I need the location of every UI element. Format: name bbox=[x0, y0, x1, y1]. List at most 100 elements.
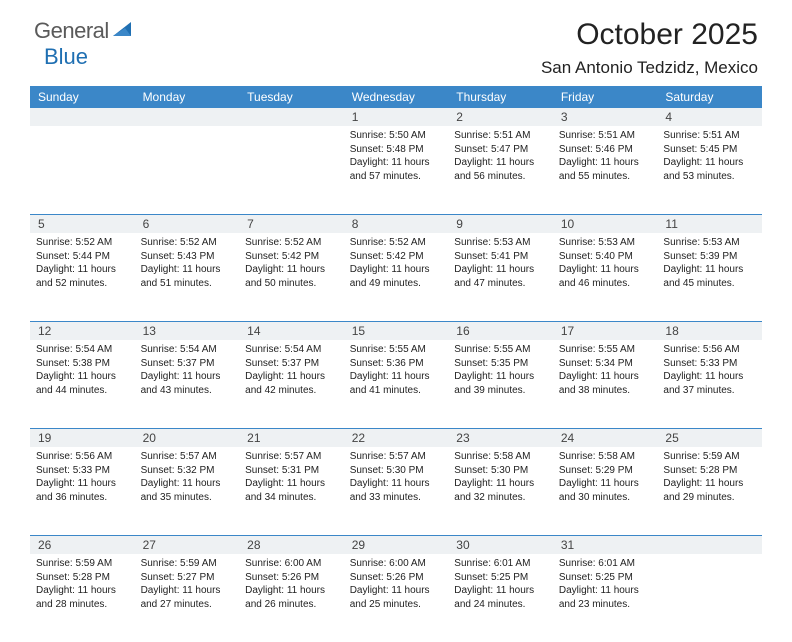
day-cell: Sunrise: 5:54 AMSunset: 5:37 PMDaylight:… bbox=[135, 340, 240, 428]
location-label: San Antonio Tedzidz, Mexico bbox=[541, 58, 758, 78]
day-cell: Sunrise: 5:51 AMSunset: 5:46 PMDaylight:… bbox=[553, 126, 658, 214]
day-header: Sunday bbox=[30, 86, 135, 108]
day-number: 16 bbox=[448, 322, 553, 340]
logo-triangle-icon bbox=[111, 19, 133, 44]
day-number: 8 bbox=[344, 215, 449, 233]
day-detail: Sunrise: 5:59 AMSunset: 5:27 PMDaylight:… bbox=[141, 557, 234, 611]
day-header: Thursday bbox=[448, 86, 553, 108]
day-detail: Sunrise: 5:53 AMSunset: 5:41 PMDaylight:… bbox=[454, 236, 547, 290]
day-number: 18 bbox=[657, 322, 762, 340]
day-detail: Sunrise: 5:59 AMSunset: 5:28 PMDaylight:… bbox=[36, 557, 129, 611]
header: General October 2025 San Antonio Tedzidz… bbox=[0, 0, 792, 86]
day-number: 7 bbox=[239, 215, 344, 233]
weeks-container: 1234 Sunrise: 5:50 AMSunset: 5:48 PMDayli… bbox=[30, 108, 762, 642]
calendar: SundayMondayTuesdayWednesdayThursdayFrid… bbox=[0, 86, 792, 642]
day-detail: Sunrise: 5:52 AMSunset: 5:42 PMDaylight:… bbox=[350, 236, 443, 290]
day-cell: Sunrise: 5:53 AMSunset: 5:40 PMDaylight:… bbox=[553, 233, 658, 321]
day-number: 2 bbox=[448, 108, 553, 126]
day-number: 20 bbox=[135, 429, 240, 447]
month-title: October 2025 bbox=[541, 18, 758, 52]
day-cell: Sunrise: 5:53 AMSunset: 5:41 PMDaylight:… bbox=[448, 233, 553, 321]
day-detail: Sunrise: 5:52 AMSunset: 5:42 PMDaylight:… bbox=[245, 236, 338, 290]
day-number: 13 bbox=[135, 322, 240, 340]
day-number: 24 bbox=[553, 429, 658, 447]
brand-word1: General bbox=[34, 18, 109, 44]
day-cell: Sunrise: 5:56 AMSunset: 5:33 PMDaylight:… bbox=[30, 447, 135, 535]
brand-word2: Blue bbox=[44, 44, 88, 70]
day-detail: Sunrise: 6:00 AMSunset: 5:26 PMDaylight:… bbox=[245, 557, 338, 611]
day-detail: Sunrise: 5:51 AMSunset: 5:45 PMDaylight:… bbox=[663, 129, 756, 183]
day-cell: Sunrise: 5:58 AMSunset: 5:29 PMDaylight:… bbox=[553, 447, 658, 535]
day-cell bbox=[30, 126, 135, 214]
day-number: 23 bbox=[448, 429, 553, 447]
day-cell bbox=[657, 554, 762, 642]
day-detail: Sunrise: 5:57 AMSunset: 5:30 PMDaylight:… bbox=[350, 450, 443, 504]
week-row: Sunrise: 5:52 AMSunset: 5:44 PMDaylight:… bbox=[30, 233, 762, 322]
day-number: 6 bbox=[135, 215, 240, 233]
day-header: Saturday bbox=[657, 86, 762, 108]
day-number: 22 bbox=[344, 429, 449, 447]
day-number: 14 bbox=[239, 322, 344, 340]
day-cell: Sunrise: 5:51 AMSunset: 5:47 PMDaylight:… bbox=[448, 126, 553, 214]
day-number: 29 bbox=[344, 536, 449, 554]
day-detail: Sunrise: 5:53 AMSunset: 5:40 PMDaylight:… bbox=[559, 236, 652, 290]
day-detail: Sunrise: 5:52 AMSunset: 5:43 PMDaylight:… bbox=[141, 236, 234, 290]
day-cell bbox=[135, 126, 240, 214]
day-detail: Sunrise: 5:56 AMSunset: 5:33 PMDaylight:… bbox=[36, 450, 129, 504]
week-row: Sunrise: 5:56 AMSunset: 5:33 PMDaylight:… bbox=[30, 447, 762, 536]
day-header: Wednesday bbox=[344, 86, 449, 108]
daynum-row: 1234 bbox=[30, 108, 762, 126]
day-cell: Sunrise: 6:01 AMSunset: 5:25 PMDaylight:… bbox=[553, 554, 658, 642]
day-cell: Sunrise: 5:59 AMSunset: 5:28 PMDaylight:… bbox=[657, 447, 762, 535]
day-cell: Sunrise: 5:55 AMSunset: 5:34 PMDaylight:… bbox=[553, 340, 658, 428]
day-cell: Sunrise: 5:55 AMSunset: 5:35 PMDaylight:… bbox=[448, 340, 553, 428]
day-detail: Sunrise: 6:01 AMSunset: 5:25 PMDaylight:… bbox=[559, 557, 652, 611]
week-row: Sunrise: 5:54 AMSunset: 5:38 PMDaylight:… bbox=[30, 340, 762, 429]
day-detail: Sunrise: 6:00 AMSunset: 5:26 PMDaylight:… bbox=[350, 557, 443, 611]
daynum-row: 19202122232425 bbox=[30, 429, 762, 447]
day-number: 26 bbox=[30, 536, 135, 554]
day-cell: Sunrise: 5:57 AMSunset: 5:30 PMDaylight:… bbox=[344, 447, 449, 535]
day-detail: Sunrise: 5:55 AMSunset: 5:34 PMDaylight:… bbox=[559, 343, 652, 397]
day-number: 9 bbox=[448, 215, 553, 233]
day-detail: Sunrise: 5:57 AMSunset: 5:32 PMDaylight:… bbox=[141, 450, 234, 504]
daynum-row: 12131415161718 bbox=[30, 322, 762, 340]
day-detail: Sunrise: 5:50 AMSunset: 5:48 PMDaylight:… bbox=[350, 129, 443, 183]
day-header: Friday bbox=[553, 86, 658, 108]
day-detail: Sunrise: 5:56 AMSunset: 5:33 PMDaylight:… bbox=[663, 343, 756, 397]
day-cell: Sunrise: 5:55 AMSunset: 5:36 PMDaylight:… bbox=[344, 340, 449, 428]
day-cell: Sunrise: 5:58 AMSunset: 5:30 PMDaylight:… bbox=[448, 447, 553, 535]
day-detail: Sunrise: 5:55 AMSunset: 5:36 PMDaylight:… bbox=[350, 343, 443, 397]
day-detail: Sunrise: 5:59 AMSunset: 5:28 PMDaylight:… bbox=[663, 450, 756, 504]
day-detail: Sunrise: 5:52 AMSunset: 5:44 PMDaylight:… bbox=[36, 236, 129, 290]
day-detail: Sunrise: 5:58 AMSunset: 5:29 PMDaylight:… bbox=[559, 450, 652, 504]
day-cell: Sunrise: 5:50 AMSunset: 5:48 PMDaylight:… bbox=[344, 126, 449, 214]
day-cell: Sunrise: 5:52 AMSunset: 5:43 PMDaylight:… bbox=[135, 233, 240, 321]
day-detail: Sunrise: 5:57 AMSunset: 5:31 PMDaylight:… bbox=[245, 450, 338, 504]
day-number: 1 bbox=[344, 108, 449, 126]
day-header: Tuesday bbox=[239, 86, 344, 108]
day-cell: Sunrise: 5:57 AMSunset: 5:31 PMDaylight:… bbox=[239, 447, 344, 535]
daynum-row: 567891011 bbox=[30, 215, 762, 233]
day-number: 3 bbox=[553, 108, 658, 126]
day-number: 27 bbox=[135, 536, 240, 554]
day-number: 12 bbox=[30, 322, 135, 340]
day-headers-row: SundayMondayTuesdayWednesdayThursdayFrid… bbox=[30, 86, 762, 108]
day-cell: Sunrise: 5:59 AMSunset: 5:28 PMDaylight:… bbox=[30, 554, 135, 642]
day-number: 19 bbox=[30, 429, 135, 447]
day-cell: Sunrise: 5:52 AMSunset: 5:44 PMDaylight:… bbox=[30, 233, 135, 321]
day-number: 15 bbox=[344, 322, 449, 340]
day-number: 11 bbox=[657, 215, 762, 233]
day-number: 17 bbox=[553, 322, 658, 340]
day-detail: Sunrise: 5:51 AMSunset: 5:46 PMDaylight:… bbox=[559, 129, 652, 183]
day-cell: Sunrise: 5:59 AMSunset: 5:27 PMDaylight:… bbox=[135, 554, 240, 642]
day-cell: Sunrise: 5:53 AMSunset: 5:39 PMDaylight:… bbox=[657, 233, 762, 321]
daynum-row: 262728293031 bbox=[30, 536, 762, 554]
day-detail: Sunrise: 5:51 AMSunset: 5:47 PMDaylight:… bbox=[454, 129, 547, 183]
day-number: 25 bbox=[657, 429, 762, 447]
day-header: Monday bbox=[135, 86, 240, 108]
day-detail: Sunrise: 5:54 AMSunset: 5:37 PMDaylight:… bbox=[245, 343, 338, 397]
day-number bbox=[135, 108, 240, 126]
week-row: Sunrise: 5:50 AMSunset: 5:48 PMDaylight:… bbox=[30, 126, 762, 215]
day-cell: Sunrise: 5:52 AMSunset: 5:42 PMDaylight:… bbox=[344, 233, 449, 321]
